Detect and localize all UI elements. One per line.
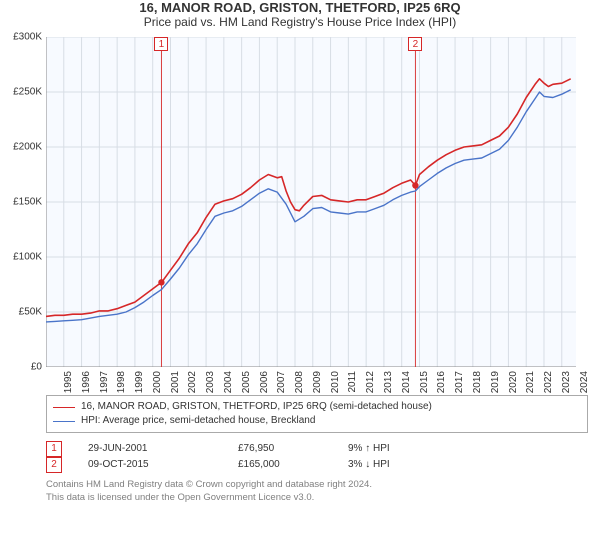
x-axis-label: 2023: [561, 371, 572, 393]
y-axis-label: £250K: [13, 87, 46, 98]
legend-row: HPI: Average price, semi-detached house,…: [53, 414, 581, 428]
x-axis-label: 2003: [205, 371, 216, 393]
y-axis-label: £100K: [13, 252, 46, 263]
x-axis-label: 2020: [507, 371, 518, 393]
chart-event-marker: 2: [408, 37, 422, 51]
y-axis-label: £150K: [13, 197, 46, 208]
x-axis-label: 2011: [347, 371, 358, 393]
chart-event-marker: 1: [154, 37, 168, 51]
x-axis-label: 2006: [258, 371, 269, 393]
x-axis-label: 2008: [294, 371, 305, 393]
page-title: 16, MANOR ROAD, GRISTON, THETFORD, IP25 …: [0, 0, 600, 15]
price-chart: £0£50K£100K£150K£200K£250K£300K199519961…: [46, 37, 576, 367]
transaction-row: 1 29-JUN-2001£76,9509% ↑ HPI: [46, 441, 588, 457]
legend-row: 16, MANOR ROAD, GRISTON, THETFORD, IP25 …: [53, 400, 581, 414]
x-axis-label: 2001: [169, 371, 180, 393]
x-axis-label: 1997: [98, 371, 109, 393]
chart-svg: [46, 37, 576, 367]
footnote-line: This data is licensed under the Open Gov…: [46, 492, 588, 505]
legend-label: 16, MANOR ROAD, GRISTON, THETFORD, IP25 …: [81, 400, 432, 414]
y-axis-label: £0: [31, 362, 46, 373]
x-axis-label: 2009: [312, 371, 323, 393]
y-axis-label: £300K: [13, 32, 46, 43]
transaction-hpi: 3% ↓ HPI: [348, 457, 468, 473]
x-axis-label: 2024: [579, 371, 590, 393]
x-axis-label: 1996: [81, 371, 92, 393]
x-axis-label: 2016: [436, 371, 447, 393]
footnote-line: Contains HM Land Registry data © Crown c…: [46, 479, 588, 492]
x-axis-label: 1995: [63, 371, 74, 393]
transaction-date: 29-JUN-2001: [88, 441, 238, 457]
x-axis-label: 2004: [223, 371, 234, 393]
transaction-row: 2 09-OCT-2015£165,0003% ↓ HPI: [46, 457, 588, 473]
transactions-table: 1 29-JUN-2001£76,9509% ↑ HPI 2 09-OCT-2015£…: [46, 441, 588, 473]
x-axis-label: 1999: [134, 371, 145, 393]
x-axis-label: 2013: [383, 371, 394, 393]
transaction-date: 09-OCT-2015: [88, 457, 238, 473]
x-axis-label: 2007: [276, 371, 287, 393]
transaction-marker: [158, 279, 164, 285]
x-axis-label: 2022: [543, 371, 554, 393]
x-axis-label: 2017: [454, 371, 465, 393]
transaction-marker-box: 2: [46, 457, 62, 473]
x-axis-label: 2018: [472, 371, 483, 393]
x-axis-label: 2012: [365, 371, 376, 393]
x-axis-label: 2014: [401, 371, 412, 393]
transaction-price: £76,950: [238, 441, 348, 457]
transaction-marker-box: 1: [46, 441, 62, 457]
y-axis-label: £200K: [13, 142, 46, 153]
x-axis-label: 2005: [241, 371, 252, 393]
x-axis-label: 2015: [418, 371, 429, 393]
x-axis-label: 2019: [490, 371, 501, 393]
footnote: Contains HM Land Registry data © Crown c…: [46, 479, 588, 505]
transaction-price: £165,000: [238, 457, 348, 473]
legend-swatch: [53, 407, 75, 408]
x-axis-label: 2010: [330, 371, 341, 393]
transaction-hpi: 9% ↑ HPI: [348, 441, 468, 457]
x-axis-label: 1998: [116, 371, 127, 393]
page-subtitle: Price paid vs. HM Land Registry's House …: [0, 15, 600, 29]
transaction-marker: [412, 182, 418, 188]
legend-swatch: [53, 421, 75, 422]
chart-legend: 16, MANOR ROAD, GRISTON, THETFORD, IP25 …: [46, 395, 588, 433]
y-axis-label: £50K: [19, 307, 46, 318]
x-axis-label: 2000: [152, 371, 163, 393]
x-axis-label: 2021: [525, 371, 536, 393]
x-axis-label: 2002: [187, 371, 198, 393]
legend-label: HPI: Average price, semi-detached house,…: [81, 414, 315, 428]
